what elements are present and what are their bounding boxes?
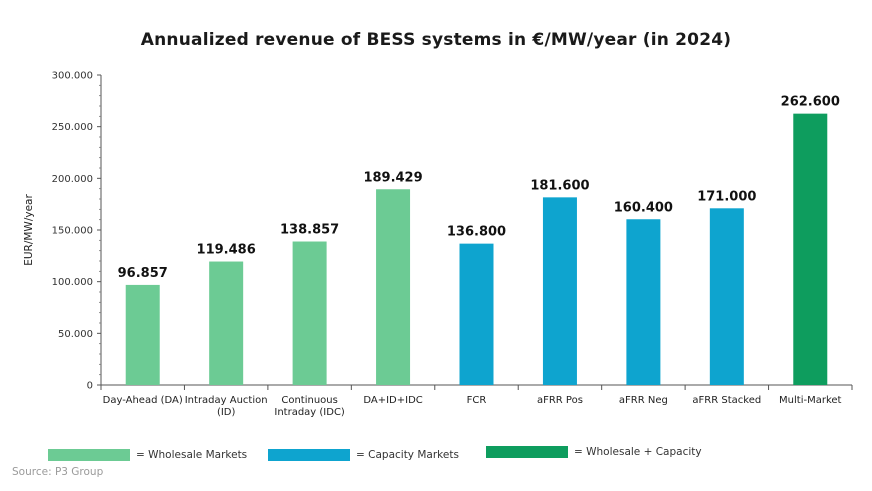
- bar-value-label: 189.429: [363, 170, 422, 185]
- legend-label-wholesale: = Wholesale Markets: [136, 449, 248, 461]
- y-tick-label: 200.000: [52, 174, 93, 185]
- bar-value-label: 262.600: [781, 95, 840, 110]
- x-tick-label: DA+ID+IDC: [363, 395, 422, 406]
- x-tick-label: Day-Ahead (DA): [103, 395, 183, 406]
- bar-value-label: 138.857: [280, 223, 339, 238]
- x-tick-label: aFRR Pos: [537, 395, 583, 406]
- y-tick-label: 0: [87, 381, 93, 392]
- y-tick-label: 300.000: [52, 71, 93, 82]
- bar-value-label: 119.486: [197, 243, 256, 258]
- x-tick-label: FCR: [467, 395, 487, 406]
- legend-label-capacity: = Capacity Markets: [356, 449, 459, 461]
- legend-combined: = Wholesale + Capacity: [486, 444, 702, 460]
- bar-value-label: 181.600: [530, 178, 589, 193]
- y-axis-label: EUR/MW/year: [23, 194, 35, 266]
- legend-capacity: = Capacity Markets: [268, 447, 459, 463]
- bar-value-label: 96.857: [118, 266, 168, 281]
- x-tick-label: aFRR Neg: [619, 395, 668, 406]
- legend-swatch-combined: [486, 446, 568, 458]
- y-tick-label: 100.000: [52, 277, 93, 288]
- y-tick-label: 150.000: [52, 226, 93, 237]
- legend-label-combined: = Wholesale + Capacity: [574, 446, 702, 458]
- x-tick-label: (ID): [217, 407, 236, 418]
- bar: [709, 208, 744, 385]
- legend-swatch-wholesale: [48, 449, 130, 461]
- x-tick-label: Intraday (IDC): [274, 407, 345, 418]
- bar: [376, 189, 411, 385]
- bar: [626, 219, 661, 385]
- legend-wholesale: = Wholesale Markets: [48, 447, 247, 463]
- bar: [542, 197, 577, 385]
- bar-value-label: 136.800: [447, 225, 506, 240]
- legend-swatch-capacity: [268, 449, 350, 461]
- chart-title: Annualized revenue of BESS systems in €/…: [140, 30, 732, 50]
- y-tick-label: 50.000: [58, 329, 93, 340]
- source-note: Source: P3 Group: [12, 466, 104, 478]
- bar: [292, 241, 327, 385]
- bar: [459, 243, 494, 385]
- plot-area: 0 50.000 100.000 150.000 200.000 250.000 300.0…: [23, 71, 853, 418]
- bar: [793, 113, 828, 385]
- x-tick-label: Multi-Market: [779, 395, 842, 406]
- x-tick-label: aFRR Stacked: [692, 395, 761, 406]
- bar-value-label: 171.000: [697, 189, 756, 204]
- x-tick-label: Continuous: [281, 395, 337, 406]
- x-tick-label: Intraday Auction: [185, 395, 268, 406]
- bar: [125, 284, 160, 385]
- bar-value-label: 160.400: [614, 200, 673, 215]
- bar: [209, 261, 244, 385]
- y-tick-label: 250.000: [52, 122, 93, 133]
